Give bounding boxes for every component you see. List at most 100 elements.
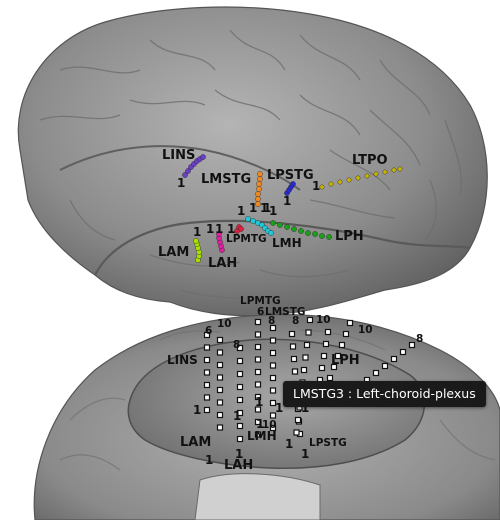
medial-contact-16[interactable] (236, 344, 244, 352)
electrode-contact-ltpo-10[interactable] (397, 166, 403, 172)
medial-contact-62[interactable] (324, 328, 332, 336)
medial-contact-29[interactable] (254, 381, 262, 388)
medial-contact-4[interactable] (203, 369, 211, 376)
medial-contact-5[interactable] (203, 381, 211, 389)
medial-contact-46[interactable] (291, 368, 299, 375)
medial-contact-63[interactable] (322, 340, 330, 348)
medial-contact-56[interactable] (300, 366, 308, 374)
medial-contact-35[interactable] (269, 337, 277, 344)
electrode-contact-lph-5[interactable] (298, 228, 304, 234)
medial-contact-34[interactable] (269, 324, 277, 332)
electrode-contact-lmstg-5[interactable] (256, 181, 262, 187)
medial-contact-18[interactable] (236, 370, 244, 378)
medial-contact-72[interactable] (330, 363, 338, 371)
electrode-contact-lins-2[interactable] (185, 168, 191, 174)
medial-contact-9[interactable] (216, 349, 224, 356)
medial-contact-2[interactable] (203, 344, 211, 351)
medial-contact-11[interactable] (216, 374, 224, 381)
medial-contact-21[interactable] (236, 409, 244, 417)
electrode-contact-ltpo-5[interactable] (355, 175, 361, 181)
electrode-contact-lins-7[interactable] (200, 154, 206, 160)
medial-contact-65[interactable] (318, 364, 326, 372)
medial-contact-23[interactable] (236, 435, 244, 443)
electrode-contact-lph-3[interactable] (284, 224, 290, 230)
medial-contact-69[interactable] (342, 330, 350, 338)
medial-contact-27[interactable] (254, 356, 262, 363)
electrode-contact-lph-4[interactable] (291, 226, 297, 232)
electrode-contact-ltpo-3[interactable] (337, 179, 343, 185)
medial-contact-40[interactable] (269, 399, 277, 407)
electrode-contact-ltpo-6[interactable] (364, 173, 370, 179)
medial-contact-1[interactable] (203, 331, 211, 339)
medial-contact-12[interactable] (216, 386, 224, 394)
medial-contact-45[interactable] (290, 355, 298, 363)
medial-contact-36[interactable] (269, 349, 277, 357)
medial-contact-25[interactable] (254, 331, 262, 338)
medial-contact-7[interactable] (203, 406, 211, 414)
medial-contact-54[interactable] (303, 341, 311, 349)
electrode-contact-ltpo-7[interactable] (373, 171, 379, 177)
medial-contact-74[interactable] (408, 341, 416, 349)
medial-contact-52[interactable] (306, 316, 314, 324)
medial-contact-78[interactable] (372, 369, 380, 377)
medial-contact-64[interactable] (320, 352, 328, 360)
electrode-contact-lph-2[interactable] (277, 222, 283, 228)
medial-contact-70[interactable] (338, 341, 346, 349)
electrode-contact-ltpo-2[interactable] (328, 181, 334, 187)
medial-contact-77[interactable] (381, 362, 389, 370)
medial-contact-71[interactable] (334, 352, 342, 360)
electrode-contact-lmh-2[interactable] (250, 218, 256, 224)
electrode-contact-lpmtg-3[interactable] (238, 226, 244, 232)
medial-contact-55[interactable] (302, 354, 309, 361)
electrode-contact-lph-9[interactable] (326, 234, 332, 240)
medial-contact-22[interactable] (236, 422, 244, 430)
medial-contact-53[interactable] (305, 329, 312, 336)
electrode-contact-lmstg-6[interactable] (257, 176, 263, 182)
medial-contact-8[interactable] (216, 336, 224, 344)
medial-contact-17[interactable] (236, 357, 244, 365)
medial-contact-14[interactable] (216, 411, 224, 419)
electrode-contact-lmh-7[interactable] (268, 230, 274, 236)
electrode-contact-lph-1[interactable] (270, 220, 276, 226)
electrode-contact-lph-7[interactable] (312, 231, 318, 237)
electrode-contact-lmh-1[interactable] (245, 216, 251, 222)
medial-contact-10[interactable] (216, 361, 224, 369)
electrode-contact-ltpo-4[interactable] (346, 177, 352, 183)
medial-contact-41[interactable] (269, 412, 277, 419)
medial-contact-60[interactable] (294, 416, 302, 424)
medial-contact-33[interactable] (254, 431, 262, 438)
medial-contact-20[interactable] (236, 396, 244, 404)
medial-contact-32[interactable] (254, 418, 262, 426)
electrode-contact-lam-6[interactable] (193, 238, 199, 244)
medial-contact-31[interactable] (254, 406, 262, 413)
medial-contact-13[interactable] (216, 399, 224, 406)
electrode-contact-lins-1[interactable] (182, 172, 188, 178)
medial-contact-15[interactable] (216, 424, 224, 431)
electrode-contact-ltpo-1[interactable] (319, 184, 325, 190)
electrode-contact-ltpo-9[interactable] (391, 167, 397, 173)
medial-contact-75[interactable] (399, 348, 407, 356)
electrode-contact-lmstg-7[interactable] (257, 171, 263, 177)
medial-contact-24[interactable] (254, 318, 262, 326)
medial-contact-42[interactable] (269, 424, 277, 432)
medial-contact-38[interactable] (269, 374, 277, 382)
medial-contact-26[interactable] (254, 343, 262, 351)
electrode-contact-lmstg-4[interactable] (256, 186, 262, 192)
medial-contact-39[interactable] (269, 387, 277, 394)
medial-contact-37[interactable] (269, 362, 277, 369)
medial-contact-28[interactable] (254, 368, 262, 376)
electrode-contact-lpstg-4[interactable] (290, 181, 296, 187)
medial-contact-68[interactable] (346, 319, 354, 327)
medial-contact-3[interactable] (203, 356, 211, 364)
medial-contact-76[interactable] (390, 355, 398, 363)
electrode-contact-ltpo-8[interactable] (382, 169, 388, 175)
medial-contact-73[interactable] (326, 374, 334, 382)
medial-contact-43[interactable] (288, 330, 296, 338)
medial-contact-6[interactable] (203, 394, 211, 401)
electrode-contact-lph-6[interactable] (305, 230, 311, 236)
electrode-contact-lph-8[interactable] (319, 233, 325, 239)
electrode-contact-lmstg-3[interactable] (255, 191, 261, 197)
medial-contact-61[interactable] (293, 429, 300, 436)
